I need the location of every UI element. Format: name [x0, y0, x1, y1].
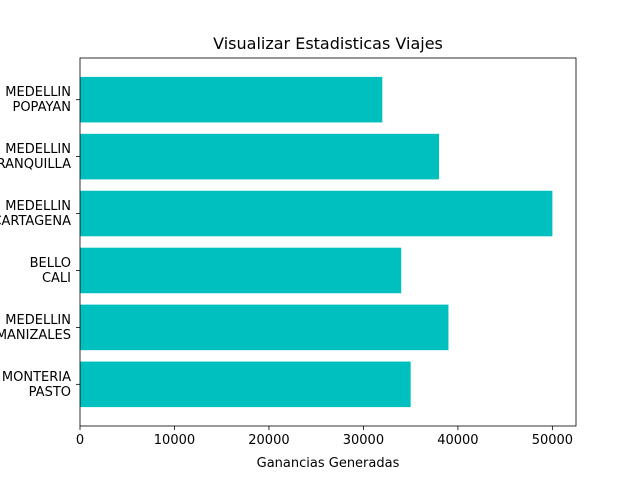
y-tick-label: MEDELLIN POPAYAN	[5, 85, 71, 115]
x-tick-label: 0	[76, 433, 84, 448]
bar	[80, 361, 411, 408]
bar	[80, 304, 449, 351]
chart-title: Visualizar Estadisticas Viajes	[213, 34, 443, 53]
x-tick-label: 30000	[343, 433, 384, 448]
x-axis-label: Ganancias Generadas	[257, 456, 400, 471]
x-ticks: 0 10000 20000 30000 40000 50000	[76, 426, 573, 448]
x-tick-label: 20000	[248, 433, 289, 448]
bar	[80, 133, 440, 180]
plot-frame	[79, 57, 577, 427]
bars-layer	[80, 76, 553, 408]
y-tick-label: MEDELLIN CARTAGENA	[0, 199, 71, 229]
y-tick-label: MEDELLINBARRANQUILLA	[0, 142, 71, 172]
bar	[80, 190, 553, 237]
bar	[80, 76, 383, 123]
y-tick-label: BELLO CALI	[30, 256, 71, 286]
x-tick-label: 50000	[532, 433, 573, 448]
x-tick-label: 40000	[437, 433, 478, 448]
y-tick-label: MONTERIA PASTO	[2, 370, 71, 400]
bar	[80, 247, 402, 294]
y-ticks: MONTERIA PASTO MEDELLIN MANIZALES BELLO CALI M…	[0, 85, 80, 400]
x-tick-label: 10000	[154, 433, 195, 448]
y-tick-label: MEDELLIN MANIZALES	[0, 313, 71, 343]
